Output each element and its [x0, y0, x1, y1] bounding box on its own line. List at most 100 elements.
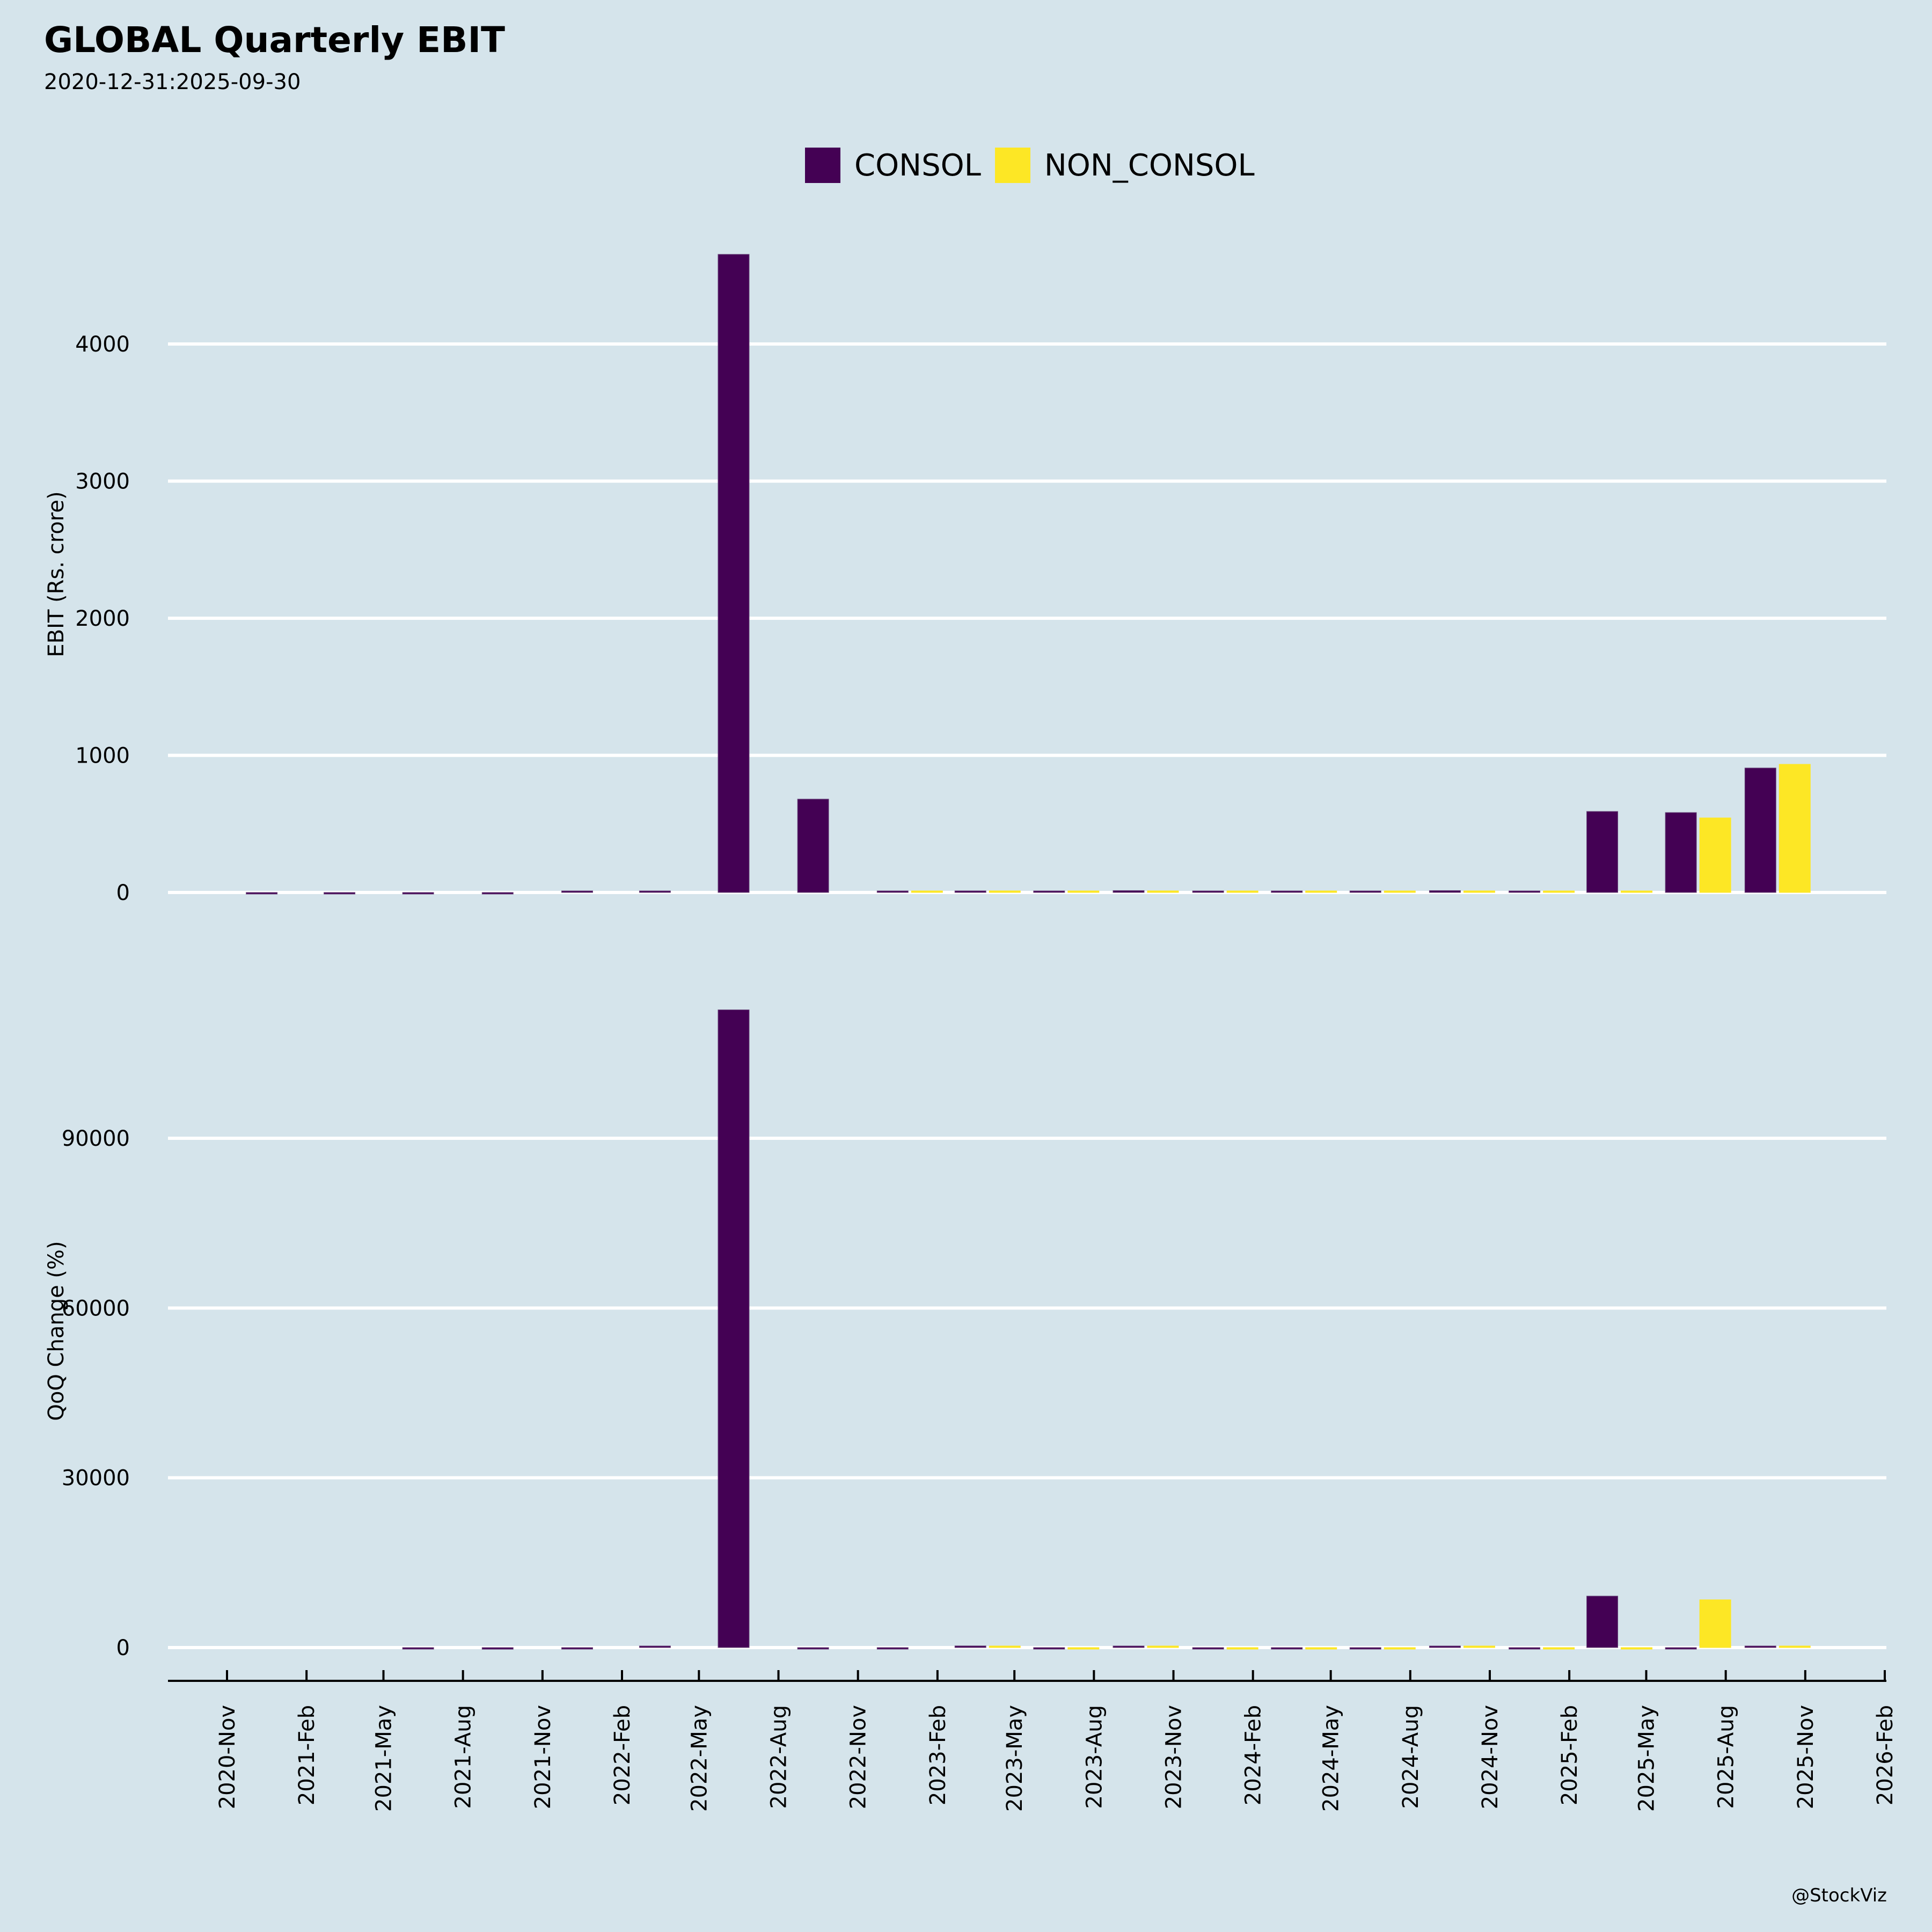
- bar-non-consol: [911, 890, 943, 893]
- x-tick-label: 2023-Nov: [1162, 1705, 1187, 1809]
- legend-swatch-non-consol: [994, 148, 1030, 183]
- bar-consol: [481, 1647, 514, 1650]
- y-tick-label: 2000: [75, 606, 130, 631]
- x-tick-label: 2025-Feb: [1557, 1705, 1582, 1805]
- bar-consol: [1665, 1647, 1697, 1650]
- ebit-panel: 0 1000 2000 3000 4000 EBIT (Rs. crore): [44, 254, 1886, 905]
- chart-title: GLOBAL Quarterly EBIT: [44, 19, 506, 61]
- bar-non-consol: [1621, 890, 1653, 893]
- bar-consol: [246, 892, 278, 895]
- x-tick-label: 2022-Nov: [846, 1705, 871, 1809]
- x-tick-label: 2023-Aug: [1082, 1705, 1107, 1809]
- bar-consol: [1509, 1647, 1541, 1650]
- x-tick-label: 2021-Aug: [451, 1705, 476, 1809]
- x-tick-label: 2023-Feb: [926, 1705, 950, 1805]
- y-tick-label: 60000: [62, 1296, 130, 1321]
- legend-label-consol: CONSOL: [854, 148, 981, 183]
- x-tick-label: 2025-Nov: [1794, 1705, 1818, 1809]
- bar-non-consol: [1067, 890, 1100, 893]
- x-tick-label: 2026-Feb: [1873, 1705, 1898, 1805]
- bar-consol: [876, 890, 909, 893]
- y-tick-label: 4000: [75, 332, 130, 357]
- legend-swatch-consol: [805, 148, 840, 183]
- bar-non-consol: [1463, 1645, 1495, 1648]
- bar-non-consol: [1779, 764, 1811, 893]
- bar-consol: [718, 1009, 750, 1648]
- bar-consol: [797, 1647, 829, 1650]
- x-tick-label: 2021-May: [372, 1705, 397, 1812]
- legend: CONSOL NON_CONSOL: [805, 148, 1269, 183]
- bar-consol: [639, 1645, 671, 1648]
- bar-consol: [639, 890, 671, 893]
- bar-consol: [1509, 890, 1541, 893]
- x-tick-label: 2022-Aug: [767, 1705, 792, 1809]
- bar-consol: [1113, 1645, 1145, 1648]
- bar-consol: [797, 799, 829, 893]
- bar-non-consol: [1699, 817, 1731, 893]
- bar-non-consol: [1226, 890, 1258, 893]
- bar-non-consol: [1779, 1645, 1811, 1648]
- y-axis-title: QoQ Change (%): [44, 1241, 69, 1421]
- x-tick-label: 2024-Nov: [1478, 1705, 1503, 1809]
- x-tick-label: 2024-Feb: [1241, 1705, 1266, 1805]
- bar-consol: [324, 892, 356, 895]
- bar-consol: [1113, 890, 1145, 893]
- y-tick-label: 3000: [75, 470, 130, 494]
- bar-consol: [1349, 890, 1381, 893]
- bar-consol: [1744, 767, 1776, 893]
- y-tick-label: 30000: [62, 1466, 130, 1491]
- x-tick-label: 2022-Feb: [610, 1705, 635, 1805]
- bar-non-consol: [1463, 890, 1495, 893]
- y-tick-label: 0: [116, 881, 130, 905]
- bar-consol: [402, 892, 434, 895]
- x-tick-label: 2021-Feb: [295, 1705, 319, 1805]
- bar-consol: [876, 1647, 909, 1650]
- y-tick-label: 90000: [62, 1126, 130, 1151]
- bar-non-consol: [1621, 1647, 1653, 1650]
- bar-consol: [1192, 890, 1224, 893]
- bar-non-consol: [1305, 1647, 1337, 1650]
- bar-consol: [1271, 890, 1303, 893]
- bar-consol: [1033, 890, 1065, 893]
- x-tick-label: 2021-Nov: [531, 1705, 555, 1809]
- watermark: @StockViz: [1791, 1885, 1887, 1906]
- bar-consol: [402, 1647, 434, 1650]
- bar-consol: [481, 892, 514, 895]
- bar-non-consol: [1543, 890, 1575, 893]
- bar-consol: [1429, 1645, 1461, 1648]
- x-tick-label: 2025-May: [1634, 1705, 1659, 1812]
- bar-non-consol: [1384, 890, 1416, 893]
- y-tick-label: 0: [116, 1636, 130, 1660]
- bar-consol: [561, 890, 593, 893]
- x-tick-label: 2024-May: [1319, 1705, 1344, 1812]
- bar-non-consol: [989, 890, 1021, 893]
- bar-non-consol: [1543, 1647, 1575, 1650]
- y-axis-title: EBIT (Rs. crore): [44, 491, 69, 657]
- bar-consol: [1271, 1647, 1303, 1650]
- x-tick-label: 2020-Nov: [215, 1705, 240, 1809]
- bar-consol: [1665, 812, 1697, 893]
- bar-non-consol: [1305, 890, 1337, 893]
- bar-non-consol: [1699, 1599, 1731, 1648]
- legend-item-consol: CONSOL: [805, 148, 981, 183]
- y-tick-label: 1000: [75, 744, 130, 769]
- bar-non-consol: [989, 1645, 1021, 1648]
- bar-non-consol: [1226, 1647, 1258, 1650]
- bar-consol: [954, 890, 986, 893]
- bar-non-consol: [1067, 1647, 1100, 1650]
- bar-consol: [1586, 811, 1619, 893]
- x-tick-label: 2023-May: [1002, 1705, 1027, 1812]
- bar-consol: [1586, 1596, 1619, 1648]
- chart-subtitle: 2020-12-31:2025-09-30: [44, 70, 301, 94]
- legend-label-non-consol: NON_CONSOL: [1044, 148, 1255, 183]
- bar-consol: [561, 1647, 593, 1650]
- bar-non-consol: [1384, 1647, 1416, 1650]
- bar-consol: [718, 254, 750, 893]
- bar-consol: [1349, 1647, 1381, 1650]
- x-tick-label: 2024-Aug: [1399, 1705, 1423, 1809]
- x-tick-label: 2025-Aug: [1714, 1705, 1739, 1809]
- bar-consol: [1192, 1647, 1224, 1650]
- bar-non-consol: [1147, 890, 1179, 893]
- bar-non-consol: [1147, 1645, 1179, 1648]
